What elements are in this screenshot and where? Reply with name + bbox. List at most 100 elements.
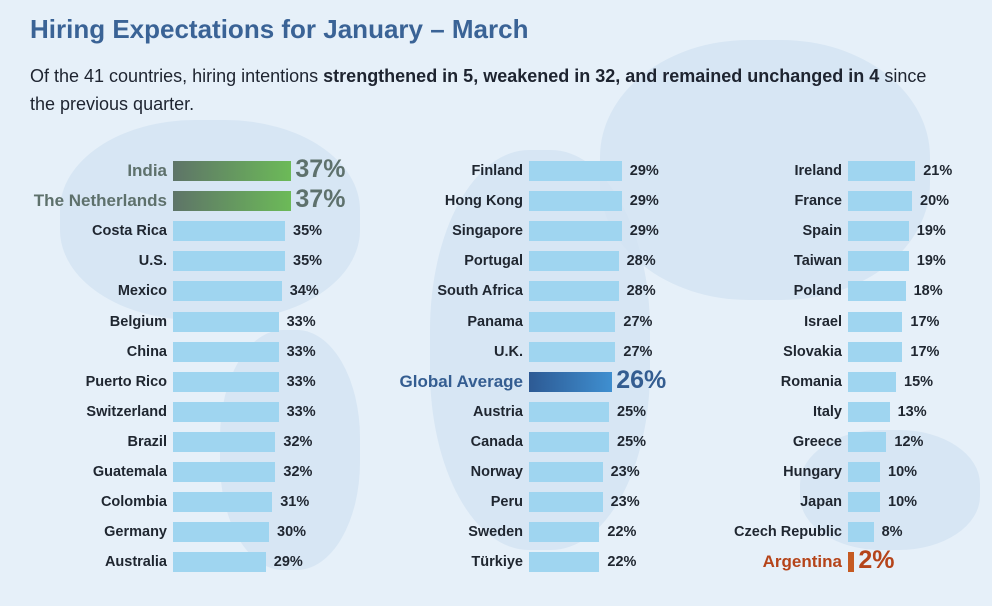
bar-value-label: 22% <box>607 554 637 571</box>
bar-value-label: 8% <box>881 524 903 541</box>
bar-label: Panama <box>467 313 523 330</box>
bar-label: Guatemala <box>92 464 167 480</box>
bar-label: Israel <box>804 313 842 330</box>
bar-value-label: 33% <box>286 343 316 360</box>
bar-label: Puerto Rico <box>85 373 167 390</box>
bar <box>529 341 616 362</box>
bar <box>173 371 279 392</box>
bar-label: Hong Kong <box>444 193 523 210</box>
bar <box>848 462 880 482</box>
bar-value-label: 10% <box>888 494 918 511</box>
bar-value-label: 31% <box>280 494 310 511</box>
bar-label: Ireland <box>794 163 842 179</box>
bar <box>529 311 616 332</box>
bar <box>173 161 292 181</box>
bar-value-label: 35% <box>293 223 323 240</box>
bar-label: Spain <box>802 223 842 240</box>
bar <box>848 311 903 332</box>
bar <box>173 462 276 482</box>
bar-value-label: 33% <box>286 373 316 390</box>
bar-label: Costa Rica <box>92 223 167 240</box>
bar <box>173 311 279 332</box>
bar-label: Austria <box>473 403 523 420</box>
bar <box>173 522 269 543</box>
bar-label: U.K. <box>494 343 523 360</box>
bar-value-label: 29% <box>273 554 303 571</box>
bar-value-label: 2% <box>858 546 895 575</box>
bar <box>529 161 622 181</box>
subtitle-bold: strengthened in 5, weakened in 32, and r… <box>323 66 880 86</box>
bar <box>173 221 285 242</box>
bar-value-label: 30% <box>277 524 307 541</box>
bar <box>848 251 909 272</box>
bar-label: Poland <box>793 283 842 300</box>
bar-value-label: 29% <box>629 163 659 179</box>
bar-value-label: 35% <box>293 253 323 270</box>
bar <box>529 552 600 573</box>
bar-label: Taiwan <box>793 253 842 270</box>
bar-value-label: 32% <box>283 464 313 480</box>
bar-label: Hungary <box>783 464 842 480</box>
bar <box>173 552 266 573</box>
bar-value-label: 21% <box>923 163 953 179</box>
bar-value-label: 37% <box>295 185 346 214</box>
bar-value-label: 20% <box>920 193 950 210</box>
bar-label: Global Average <box>399 371 523 391</box>
bar-label: Switzerland <box>86 403 167 420</box>
bar <box>529 281 619 302</box>
bar <box>529 462 603 482</box>
bar <box>529 251 619 272</box>
bar <box>848 281 906 302</box>
bar-value-label: 33% <box>286 313 316 330</box>
bar-value-label: 23% <box>610 464 640 480</box>
bar-value-label: 25% <box>617 433 647 450</box>
bar-label: Peru <box>490 494 523 511</box>
bar-label: Belgium <box>109 313 167 330</box>
bar <box>173 251 285 272</box>
bar-value-label: 17% <box>910 313 940 330</box>
bar <box>173 401 279 422</box>
subtitle-text: Of the 41 countries, hiring intentions <box>30 66 324 86</box>
bar-label: India <box>127 161 167 180</box>
bar-value-label: 13% <box>897 403 927 420</box>
bar-label: China <box>126 343 167 360</box>
bar <box>848 371 896 392</box>
bar <box>848 522 874 543</box>
bar-value-label: 27% <box>623 313 653 330</box>
bar-label: South Africa <box>437 283 523 300</box>
bar-label: Australia <box>104 554 167 571</box>
bar-label: Germany <box>104 524 167 541</box>
bar-label: Japan <box>800 494 842 511</box>
bar <box>848 221 909 242</box>
bar-value-label: 23% <box>610 494 640 511</box>
bar <box>529 492 603 513</box>
bar-label: Romania <box>780 373 842 390</box>
bar-value-label: 34% <box>289 283 319 300</box>
bar-label: France <box>794 193 842 210</box>
bar-value-label: 22% <box>607 524 637 541</box>
bar <box>529 401 609 422</box>
bar-value-label: 10% <box>888 464 918 480</box>
bar <box>848 552 855 573</box>
bar-label: Czech Republic <box>734 524 842 541</box>
bar-value-label: 28% <box>626 283 656 300</box>
bar-value-label: 19% <box>916 223 946 240</box>
bar-value-label: 26% <box>616 365 667 394</box>
bar-value-label: 27% <box>623 343 653 360</box>
bar <box>848 191 912 212</box>
bar-label: Norway <box>470 464 523 480</box>
bar <box>848 431 887 452</box>
bar-label: Finland <box>471 163 523 179</box>
bar <box>529 522 600 543</box>
bar <box>173 191 292 212</box>
bar <box>529 191 622 212</box>
bar <box>848 341 903 362</box>
bar-value-label: 29% <box>629 193 659 210</box>
bar-label: Argentina <box>762 552 842 572</box>
bar-value-label: 19% <box>916 253 946 270</box>
bar-label: Slovakia <box>783 343 842 360</box>
bar-value-label: 25% <box>617 403 647 420</box>
bar <box>848 401 890 422</box>
bar-label: Sweden <box>468 524 523 541</box>
